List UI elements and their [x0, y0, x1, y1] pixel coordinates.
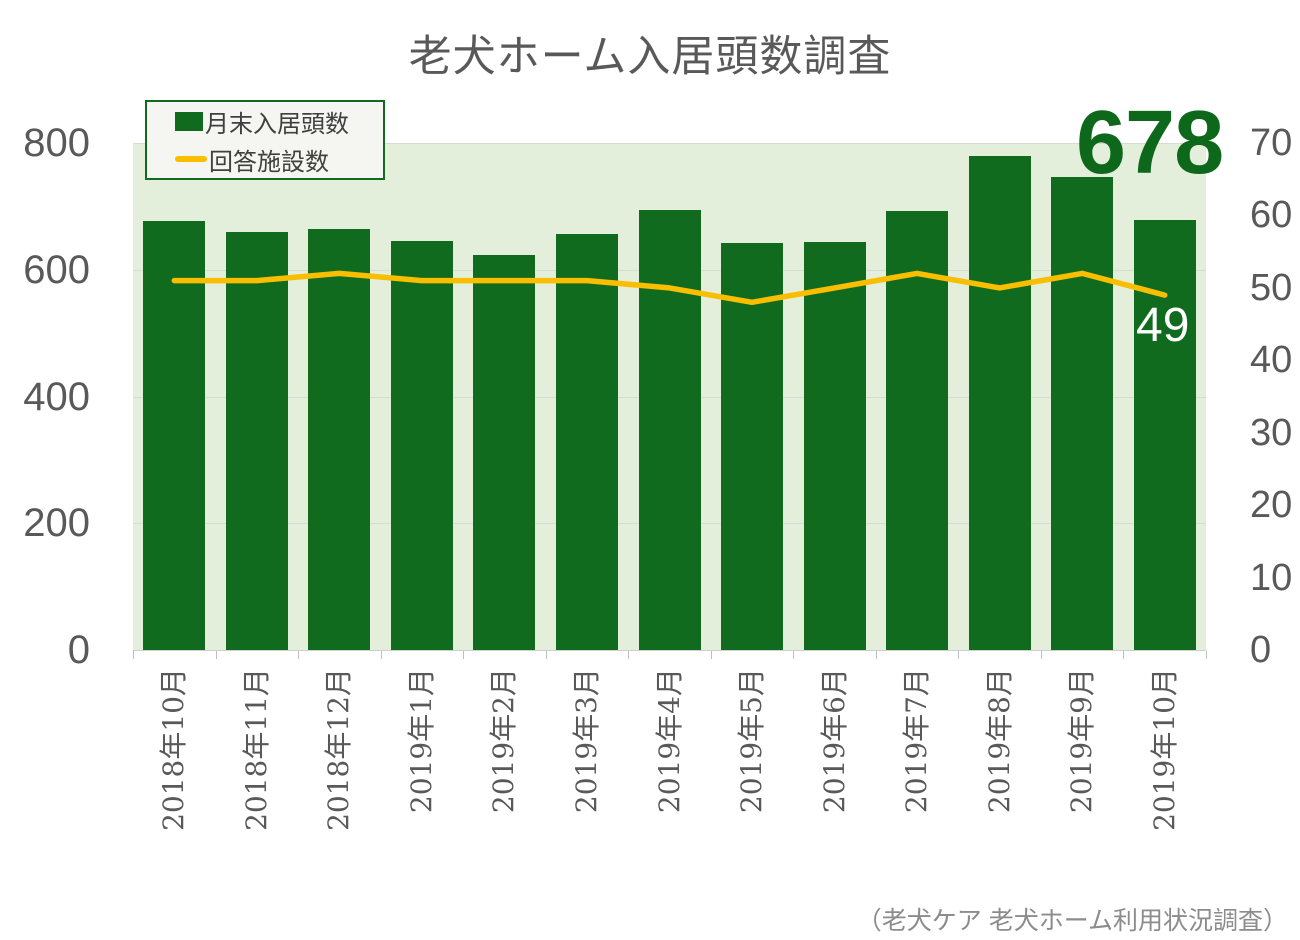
x-axis-label-2019年7月: 2019年7月 [900, 668, 934, 814]
bar-series-swatch [175, 111, 203, 131]
bar-2019年4月 [638, 209, 701, 650]
x-axis-label-2019年1月: 2019年1月 [404, 668, 438, 814]
axis-tick [793, 651, 795, 659]
x-axis-label-2018年12月: 2018年12月 [322, 668, 356, 831]
bar-2019年5月 [721, 243, 784, 650]
y-axis-left-label-0: 0 [67, 628, 90, 672]
x-axis-label-2019年2月: 2019年2月 [487, 668, 521, 814]
bar-2019年6月 [803, 241, 866, 650]
axis-tick [1123, 651, 1125, 659]
bar-2019年1月 [390, 240, 453, 650]
axis-tick [1040, 651, 1042, 659]
latest-line-value-annotation: 49 [1136, 299, 1190, 352]
x-axis-label-2019年9月: 2019年9月 [1065, 668, 1099, 814]
x-axis-label-2019年6月: 2019年6月 [817, 668, 851, 814]
axis-tick [215, 651, 217, 659]
bar-2019年3月 [555, 233, 618, 650]
bar-2019年9月 [1051, 176, 1114, 650]
axis-tick [710, 651, 712, 659]
axis-tick [463, 651, 465, 659]
y-axis-right-label-0: 0 [1250, 629, 1272, 671]
source-caption: （老犬ケア 老犬ホーム利用状況調査） [856, 907, 1288, 935]
axis-tick [958, 651, 960, 659]
x-axis-label-2018年11月: 2018年11月 [239, 668, 273, 831]
latest-bar-value-annotation: 678 [1076, 93, 1224, 193]
gridline-800 [133, 143, 1206, 144]
y-axis-right-label-50: 50 [1250, 266, 1293, 309]
line-series [171, 270, 1168, 306]
y-axis-right-label-30: 30 [1250, 411, 1293, 454]
legend: 月末入居頭数 回答施設数 [145, 100, 385, 180]
axis-tick [133, 651, 134, 659]
y-axis-right-label-70: 70 [1250, 122, 1293, 164]
legend-row-line: 回答施設数 [147, 140, 383, 178]
x-axis-line [133, 650, 1206, 651]
x-axis-label-2018年10月: 2018年10月 [157, 668, 191, 831]
x-axis-label-2019年3月: 2019年3月 [569, 668, 603, 814]
y-axis-right-label-20: 20 [1250, 484, 1293, 527]
axis-tick [875, 651, 877, 659]
legend-label-line: 回答施設数 [209, 148, 329, 176]
bar-2018年11月 [225, 232, 288, 650]
axis-tick [545, 651, 547, 659]
bar-2019年2月 [473, 254, 536, 650]
y-axis-left-label-200: 200 [23, 501, 90, 546]
x-axis-label-2019年5月: 2019年5月 [735, 668, 769, 814]
y-axis-left-label-600: 600 [23, 247, 90, 292]
y-axis-left-label-800: 800 [23, 121, 90, 165]
y-axis-right-label-10: 10 [1250, 556, 1293, 599]
axis-tick [1206, 651, 1207, 659]
x-axis-label-2019年4月: 2019年4月 [652, 668, 686, 814]
legend-label-bars: 月末入居頭数 [205, 110, 349, 138]
line-series-swatch [175, 156, 207, 162]
plot-area [133, 143, 1206, 650]
chart-title: 老犬ホーム入居頭数調査 [408, 33, 892, 81]
y-axis-right-label-40: 40 [1250, 339, 1293, 382]
bar-2018年12月 [308, 229, 371, 650]
bar-2018年10月 [143, 220, 206, 650]
y-axis-left-label-400: 400 [23, 374, 90, 419]
x-axis-label-2019年8月: 2019年8月 [982, 668, 1016, 814]
x-axis-label-2019年10月: 2019年10月 [1147, 668, 1181, 831]
line-series-layer [171, 270, 1168, 306]
axis-tick [298, 651, 300, 659]
y-axis-right-label-60: 60 [1250, 194, 1293, 237]
bar-2019年8月 [968, 155, 1031, 650]
legend-row-bars: 月末入居頭数 [147, 102, 383, 140]
bar-2019年7月 [886, 210, 949, 650]
axis-tick [380, 651, 382, 659]
axis-tick [628, 651, 630, 659]
